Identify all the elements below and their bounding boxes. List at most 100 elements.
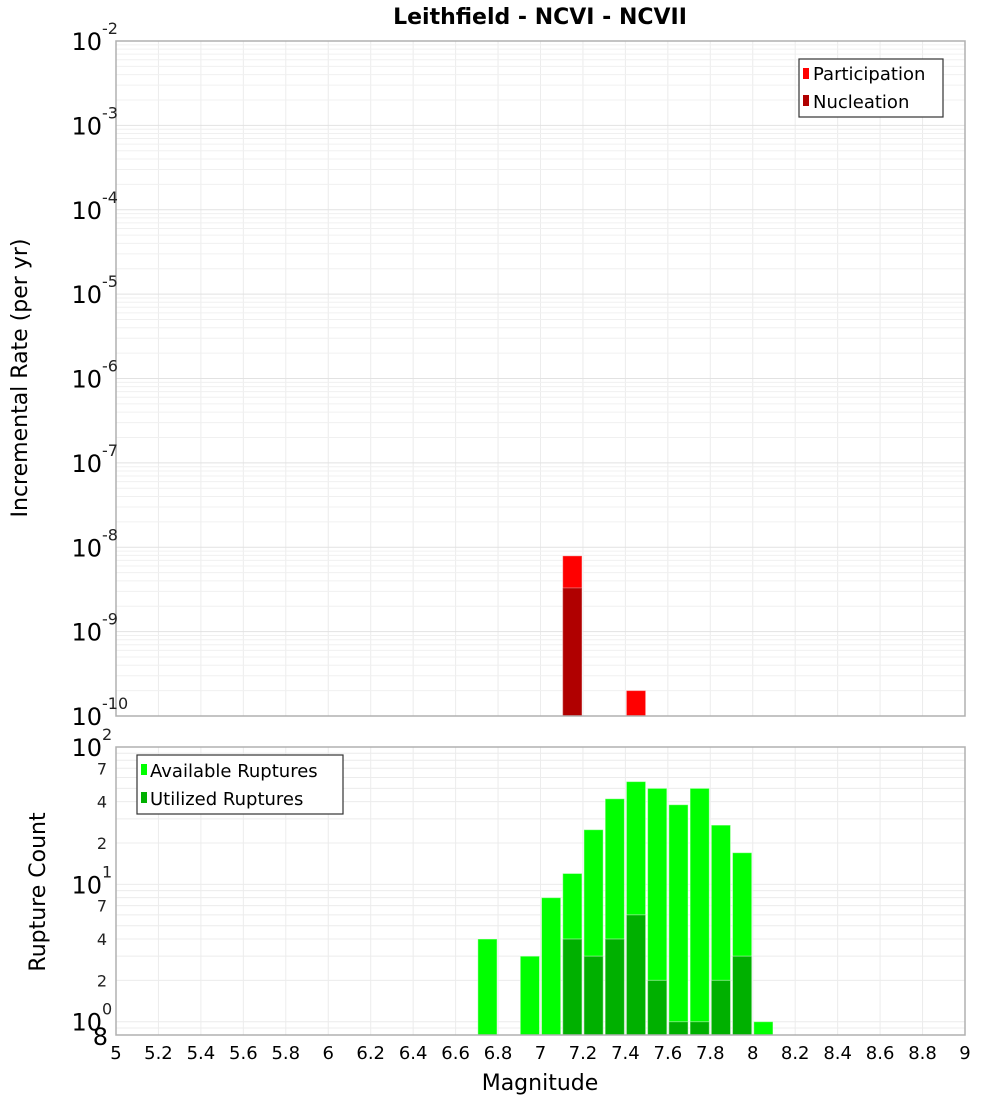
x-tick-label: 6.6 (441, 1043, 470, 1064)
rate-plot-panel: 10-210-310-410-510-610-710-810-910-10 In… (8, 19, 966, 731)
svg-text:-2: -2 (102, 19, 118, 38)
x-tick-label: 7.6 (654, 1043, 683, 1064)
svg-text:10: 10 (71, 450, 102, 478)
y-tick-label: 10 -6 (71, 357, 118, 394)
rupture-count-bar (668, 804, 689, 1036)
y-minor-tick-label: 7 (97, 897, 107, 916)
x-tick-label: 6.4 (399, 1043, 428, 1064)
svg-text:-4: -4 (102, 188, 118, 207)
x-axis-ticks: 5 5.2 5.4 5.6 5.8 6 6.2 6.4 6.6 6.8 7 7.2 7.4 7.6 7.8 8… (110, 1043, 970, 1064)
x-tick-label: 8.6 (866, 1043, 895, 1064)
rupture-count-bar (689, 1021, 710, 1036)
svg-text:-10: -10 (102, 694, 128, 713)
svg-text:-3: -3 (102, 103, 118, 122)
participation-swatch-icon (803, 68, 809, 79)
x-tick-label: 6.8 (484, 1043, 513, 1064)
svg-text:10: 10 (71, 112, 102, 140)
chart-title: Leithfield - NCVI - NCVII (393, 5, 687, 30)
rate-plot-bars (562, 555, 647, 717)
y-minor-tick-label: 8 (93, 1023, 108, 1051)
y-minor-tick-label: 4 (97, 793, 107, 812)
rupture-count-bar (477, 938, 498, 1036)
y-tick-label: 10 1 (71, 862, 112, 899)
svg-text:0: 0 (102, 1000, 112, 1019)
rate-y-axis-label: Incremental Rate (per yr) (8, 239, 33, 518)
x-tick-label: 6.2 (356, 1043, 385, 1064)
available-swatch-icon (141, 764, 147, 775)
y-tick-label: 10 -5 (71, 272, 118, 309)
y-tick-label: 10 -8 (71, 525, 118, 562)
rupture-count-bar (753, 1021, 774, 1036)
y-tick-label: 10 -10 (71, 694, 128, 731)
rupture-legend: Available Ruptures Utilized Ruptures (136, 754, 344, 815)
svg-text:2: 2 (102, 725, 112, 744)
y-tick-label: 10 -9 (71, 610, 118, 647)
rupture-count-bar (604, 938, 625, 1036)
rupture-count-bar (732, 955, 753, 1036)
legend-participation-label: Participation (813, 64, 925, 85)
x-tick-label: 8.2 (781, 1043, 810, 1064)
rupture-legend-box (136, 754, 344, 815)
svg-text:10: 10 (71, 871, 102, 899)
rupture-count-bar (562, 938, 583, 1036)
rate-plot-frame (115, 40, 966, 717)
svg-text:10: 10 (71, 197, 102, 225)
y-tick-label: 10 -7 (71, 441, 118, 478)
rupture-count-bar (541, 897, 562, 1036)
x-tick-label: 5.8 (271, 1043, 300, 1064)
x-tick-label: 8 (747, 1043, 758, 1064)
x-tick-label: 7.2 (569, 1043, 598, 1064)
rate-plot-y-ticks: 10-210-310-410-510-610-710-810-910-10 (71, 19, 128, 731)
x-tick-label: 8.4 (823, 1043, 852, 1064)
svg-text:10: 10 (71, 366, 102, 394)
legend-nucleation-label: Nucleation (813, 92, 909, 113)
x-tick-label: 5 (110, 1043, 121, 1064)
rupture-count-bar (689, 787, 710, 1036)
svg-text:-8: -8 (102, 525, 118, 544)
y-minor-tick-label: 7 (97, 759, 107, 778)
rupture-count-bar (668, 1021, 689, 1036)
legend-utilized-label: Utilized Ruptures (150, 789, 303, 810)
svg-text:10: 10 (71, 534, 102, 562)
svg-text:10: 10 (71, 734, 102, 762)
x-axis-label: Magnitude (482, 1071, 599, 1096)
y-tick-label: 10 2 (71, 725, 112, 762)
y-minor-tick-label: 4 (97, 930, 107, 949)
rate-legend-box (798, 58, 944, 118)
utilized-swatch-icon (141, 792, 147, 803)
svg-text:-6: -6 (102, 357, 118, 376)
svg-text:10: 10 (71, 703, 102, 731)
rupture-plot-frame (115, 746, 966, 1036)
x-tick-label: 6 (323, 1043, 334, 1064)
rupture-count-bar (583, 955, 604, 1036)
svg-text:-7: -7 (102, 441, 118, 460)
y-minor-tick-label: 2 (97, 971, 107, 990)
svg-text:10: 10 (71, 281, 102, 309)
y-tick-label: 10 -3 (71, 103, 118, 140)
x-tick-label: 7.8 (696, 1043, 725, 1064)
rate-legend: Participation Nucleation (798, 58, 944, 118)
x-tick-label: 8.8 (908, 1043, 937, 1064)
x-tick-label: 5.6 (229, 1043, 258, 1064)
nucleation-swatch-icon (803, 95, 809, 106)
x-tick-label: 9 (959, 1043, 970, 1064)
svg-text:10: 10 (71, 619, 102, 647)
svg-text:10: 10 (71, 28, 102, 56)
rate-plot-grid (115, 41, 966, 717)
rupture-count-bar (710, 979, 732, 1036)
legend-available-label: Available Ruptures (150, 761, 318, 782)
rupture-y-axis-label: Rupture Count (26, 812, 51, 972)
y-minor-tick-label: 2 (97, 834, 107, 853)
svg-text:-9: -9 (102, 610, 118, 629)
rate-bar (625, 690, 647, 717)
y-tick-label: 10 0 (71, 1000, 112, 1037)
x-tick-label: 7 (535, 1043, 546, 1064)
rate-bar (562, 587, 583, 717)
svg-text:-5: -5 (102, 272, 118, 291)
x-tick-label: 5.4 (187, 1043, 216, 1064)
x-tick-label: 5.2 (144, 1043, 173, 1064)
rupture-count-bar (519, 955, 541, 1036)
